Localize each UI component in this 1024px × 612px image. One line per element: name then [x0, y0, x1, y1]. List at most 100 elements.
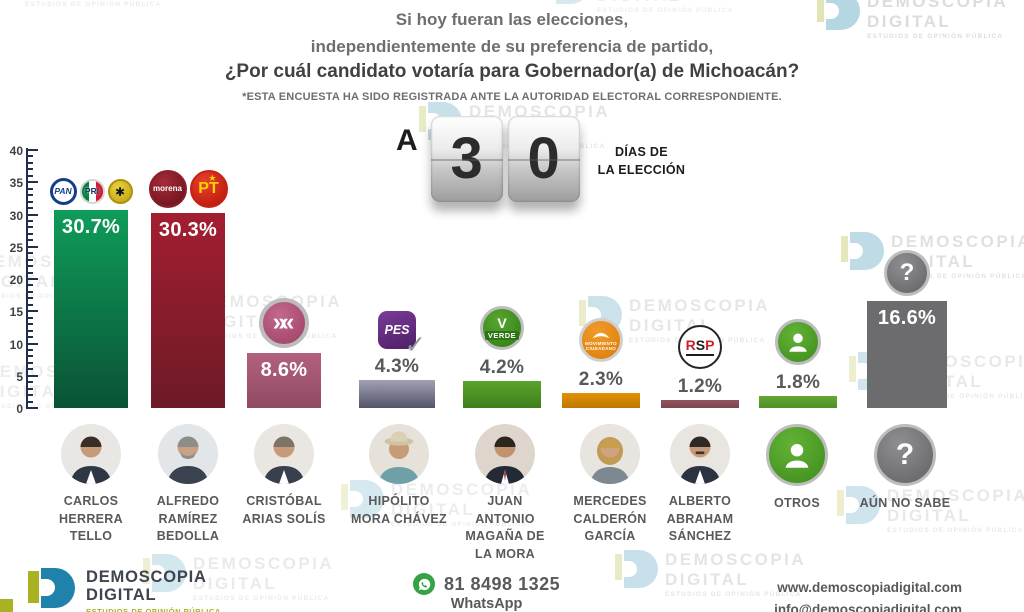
morena-label: morena: [153, 183, 182, 193]
y-axis-tick: [28, 161, 33, 164]
party-icons-morena-pt: morena PT ★: [148, 169, 228, 208]
brand-footer: DEMOSCOPIA DIGITAL ESTUDIOS DE OPINIÓN P…: [28, 568, 221, 612]
title-line-1: Si hoy fueran las elecciones,: [395, 10, 629, 29]
bar-aun-no-sabe: 16.6%: [867, 300, 947, 408]
party-icons-mc: MOVIMIENTO CIUDADANO: [579, 318, 623, 363]
candidate-cristobal-arias: CRISTÓBAL ARIAS SOLÍS: [236, 424, 332, 528]
pt-label: PT: [198, 179, 219, 197]
y-axis-tick: [28, 278, 38, 280]
candidate-alberto-abraham: ALBERTO ABRAHAM SÁNCHEZ: [652, 424, 748, 546]
whatsapp-row: 81 8498 1325: [413, 573, 560, 595]
y-axis-tick: [28, 245, 38, 248]
demoscopia-logo-icon: [28, 568, 78, 610]
y-axis-tick: [28, 297, 33, 300]
bar-column-otros: 1.8%: [759, 319, 837, 408]
y-axis-tick: [28, 174, 33, 177]
bar-column-alberto-abraham: RSP 1.2%: [661, 325, 739, 408]
mc-label-line2: CIUDADANO: [585, 346, 617, 352]
y-axis-tick: [28, 329, 33, 332]
y-axis-tick-label: 35: [9, 176, 23, 191]
y-axis-tick: [28, 310, 38, 313]
value-label: 2.3%: [578, 369, 624, 391]
corner-accent: [0, 599, 13, 612]
y-axis-tick-label: 0: [16, 402, 23, 416]
y-axis-tick: [28, 207, 33, 210]
bar-column-mercedes-calderon: MOVIMIENTO CIUDADANO 2.3%: [562, 318, 640, 408]
candidate-name: ALBERTO ABRAHAM SÁNCHEZ: [666, 494, 734, 543]
header: Si hoy fueran las elecciones, independie…: [0, 6, 1024, 103]
rsp-party-icon: RSP: [678, 325, 722, 370]
y-axis-tick: [28, 368, 33, 371]
y-axis-tick: [28, 323, 33, 326]
whatsapp-icon: [413, 573, 435, 595]
morena-party-icon: morena: [148, 169, 187, 208]
watermark-text-line: DEMOSCOPIA: [665, 550, 807, 569]
y-axis-tick: [28, 232, 33, 235]
watermark-text-line: DIGITAL: [597, 0, 738, 5]
value-label: 1.8%: [775, 372, 821, 394]
mc-eagle-icon: [592, 332, 610, 339]
logo-accent-bar: [28, 571, 39, 603]
whatsapp-number: 81 8498 1325: [444, 573, 561, 594]
whatsapp-label: WhatsApp: [450, 596, 523, 612]
email-address: info@demoscopiadigital.com: [774, 602, 962, 612]
candidate-name: HIPÓLITO MORA CHÁVEZ: [351, 494, 447, 526]
bar-hipolito-mora: [359, 380, 435, 408]
y-axis-tick: [28, 181, 38, 184]
person-icon: [766, 424, 828, 486]
party-icons-coalition: PAN PRI ✱: [49, 178, 133, 205]
y-axis-tick-label: 40: [9, 144, 23, 158]
candidate-photo: [254, 424, 314, 484]
y-axis-tick-label: 20: [9, 273, 23, 287]
verde-label: VERDE: [484, 330, 520, 341]
bar-cristobal-arias: 8.6%: [247, 352, 321, 408]
candidate-aun-no-sabe: ? AÚN NO SABE: [847, 424, 963, 513]
candidate-photo: [158, 424, 218, 484]
pes-label: PES: [384, 323, 410, 338]
unknown-icon-wrap: ?: [884, 249, 930, 296]
y-axis-tick: [28, 252, 33, 255]
candidate-photo: [61, 424, 121, 484]
y-axis-tick: [28, 303, 33, 306]
candidate-name: MERCEDES CALDERÓN GARCÍA: [573, 494, 647, 543]
person-silhouette-icon: [785, 443, 809, 468]
rsp-label: RSP: [685, 337, 715, 354]
candidate-carlos-herrera: CARLOS HERRERA TELLO: [43, 424, 139, 546]
brand-text: DEMOSCOPIA DIGITAL ESTUDIOS DE OPINIÓN P…: [86, 568, 221, 612]
y-axis-tick: [28, 290, 33, 293]
y-axis-tick-label: 10: [9, 337, 23, 352]
candidate-mercedes-calderon: MERCEDES CALDERÓN GARCÍA: [562, 424, 658, 546]
bar-column-hipolito-mora: PES ✓ 4.3%: [359, 311, 435, 408]
candidate-name: JUAN ANTONIO MAGAÑA DE LA MORA: [465, 494, 545, 561]
question-mark-icon: ?: [874, 424, 936, 486]
watermark-logo-icon: [615, 550, 658, 588]
person-silhouette-icon: [789, 333, 807, 353]
candidate-name: AÚN NO SABE: [859, 496, 951, 510]
y-axis-tick: [28, 407, 38, 409]
prd-party-icon: ✱: [107, 179, 133, 204]
fxm-emblem: »«: [272, 308, 295, 336]
brand-name-line1: DEMOSCOPIA: [86, 568, 207, 586]
logo-d-shape: [41, 568, 75, 608]
y-axis-tick: [28, 155, 33, 158]
bar-column-juan-antonio-magana: V VERDE 4.2%: [463, 305, 541, 408]
party-icons-pes: PES ✓: [378, 311, 426, 358]
party-icons-verde: V VERDE: [480, 305, 524, 350]
y-axis-tick: [28, 271, 33, 274]
bar-column-carlos-herrera: PAN PRI ✱ 30.7%: [49, 178, 133, 408]
y-axis-tick: [28, 361, 33, 364]
candidate-name: ALFREDO RAMÍREZ BEDOLLA: [156, 494, 220, 543]
bar-carlos-herrera: 30.7%: [54, 210, 128, 408]
y-axis-tick: [28, 336, 33, 339]
y-axis-tick: [28, 187, 33, 190]
y-axis-tick: [28, 194, 33, 197]
rsp-underline: [686, 354, 714, 357]
countdown-caption-line1: DÍAS DE: [615, 145, 668, 159]
y-axis-tick-label: 15: [9, 305, 23, 320]
y-axis-tick: [28, 265, 33, 268]
movimiento-ciudadano-party-icon: MOVIMIENTO CIUDADANO: [579, 318, 623, 363]
value-label: 30.7%: [61, 216, 121, 238]
title-line-2: independientemente de su preferencia de …: [310, 37, 714, 57]
poll-bar-chart: 0 5 10 15 20 25 30 35 40 PAN PRI ✱ 30.7% morena …: [0, 144, 1024, 416]
